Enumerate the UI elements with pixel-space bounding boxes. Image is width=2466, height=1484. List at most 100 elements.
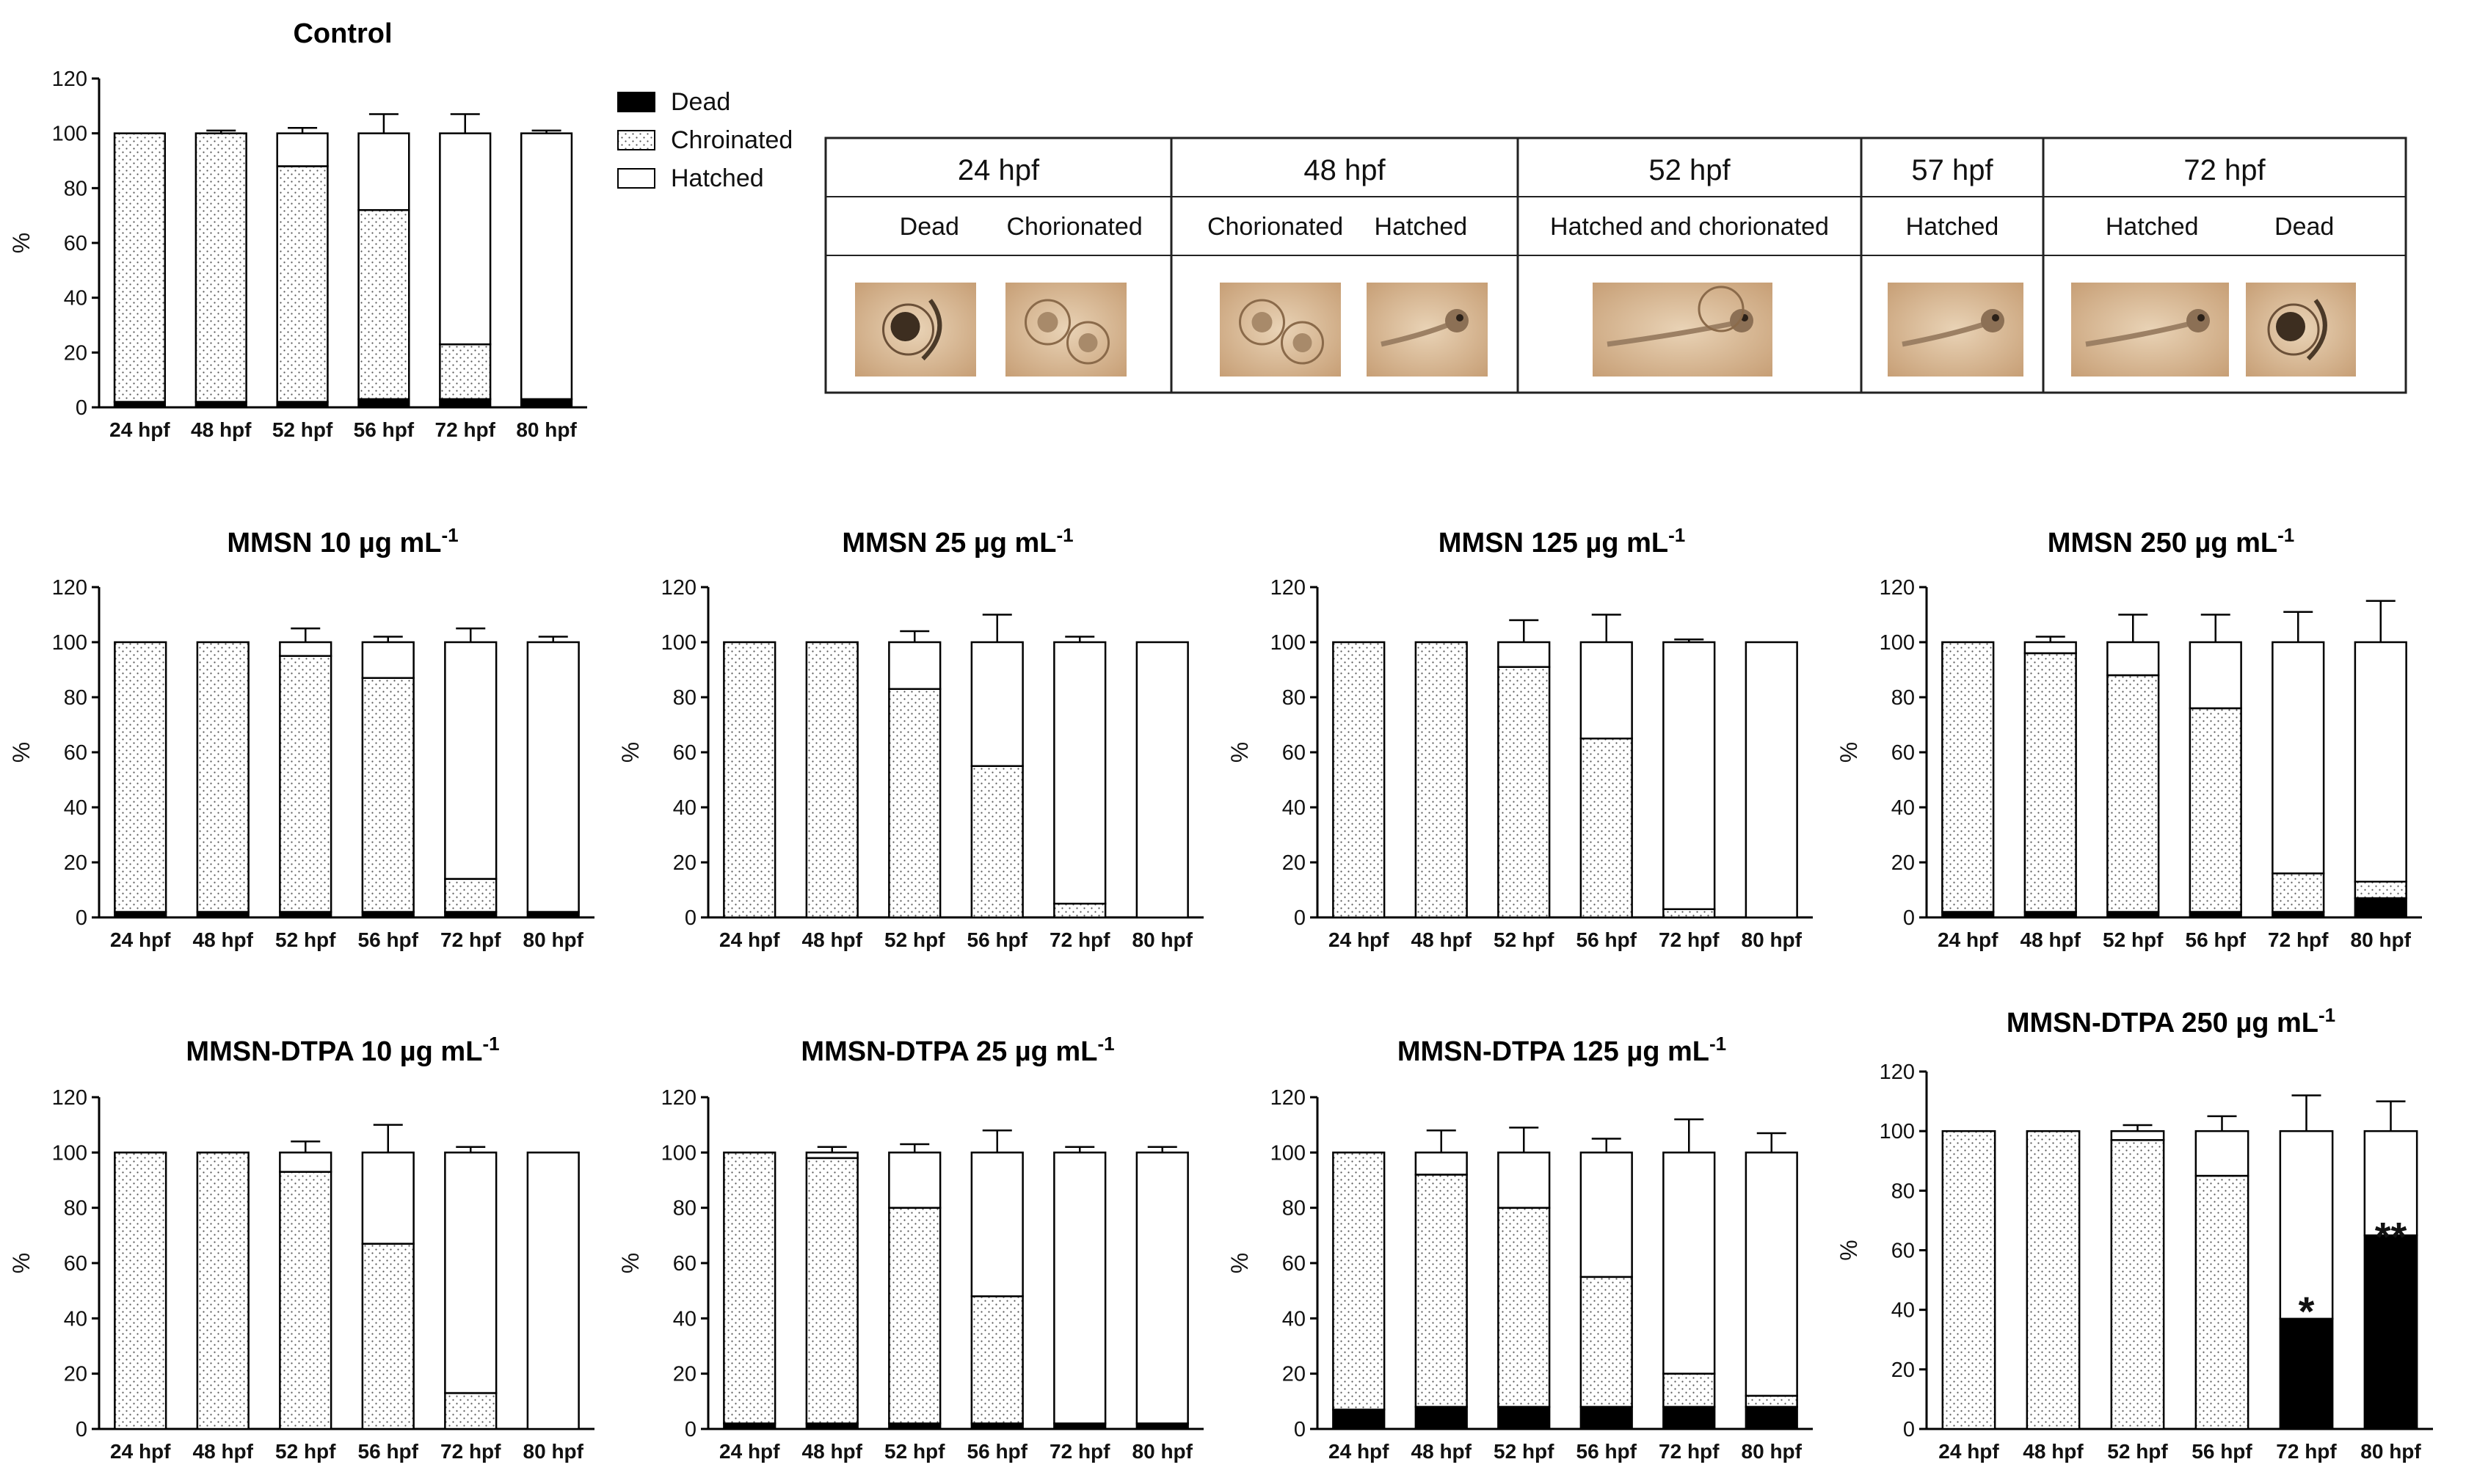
y-axis-label: % xyxy=(617,742,644,763)
significance-marker: * xyxy=(2299,1288,2315,1334)
bar-chor xyxy=(2189,707,2242,913)
bar-hatch xyxy=(805,1152,859,1160)
y-tick-label: 100 xyxy=(52,1141,87,1165)
legend-swatch-chor xyxy=(617,130,655,150)
bar-chor xyxy=(2110,1139,2165,1430)
bar-hatch xyxy=(1662,641,1716,910)
x-tick-label: 56 hpf xyxy=(2186,928,2247,951)
bar-hatch xyxy=(444,641,498,880)
bar-dead xyxy=(1662,1405,1716,1430)
y-tick-label: 20 xyxy=(64,1363,87,1386)
y-tick-label: 20 xyxy=(1891,851,1915,875)
bar-hatch xyxy=(439,132,492,346)
bar-hatch xyxy=(2354,641,2407,883)
x-tick-label: 56 hpf xyxy=(358,928,419,951)
y-tick-label: 0 xyxy=(1903,1418,1915,1441)
x-tick-label: 56 hpf xyxy=(1576,1440,1637,1463)
y-axis-label: % xyxy=(8,742,34,763)
y-axis-label: % xyxy=(1226,742,1253,763)
x-tick-label: 80 hpf xyxy=(523,928,584,951)
chart-8: MMSN-DTPA 125 µg mL-1 0 20 40 60 80 100 120% 24 … xyxy=(1226,1033,1813,1463)
x-tick-label: 56 hpf xyxy=(358,1440,419,1463)
y-axis-label: % xyxy=(1836,1240,1862,1260)
bar-chor xyxy=(114,1152,167,1430)
bar-chor xyxy=(196,641,250,913)
y-axis-label: % xyxy=(1226,1253,1253,1273)
y-tick-label: 60 xyxy=(673,1252,696,1276)
chorion-shape xyxy=(882,303,934,356)
bar-chor xyxy=(970,1295,1024,1425)
x-tick-label: 72 hpf xyxy=(2276,1440,2337,1463)
x-tick-label: 80 hpf xyxy=(1742,928,1803,951)
bar-hatch xyxy=(1497,1152,1551,1209)
x-tick-label: 24 hpf xyxy=(1938,928,1998,951)
bar-chor xyxy=(888,688,942,919)
bar-hatch xyxy=(279,641,332,657)
y-tick-label: 120 xyxy=(1880,576,1915,600)
y-axis-label: % xyxy=(1836,742,1862,763)
x-tick-label: 24 hpf xyxy=(109,418,170,441)
photo-background xyxy=(1005,283,1127,377)
bar-chor xyxy=(444,1392,498,1430)
bar-hatch xyxy=(361,641,415,679)
y-tick-label: 100 xyxy=(1270,1141,1306,1165)
bar-chor xyxy=(2026,1130,2081,1430)
embryo-photo-chorionated-48hpf xyxy=(1220,283,1341,377)
x-tick-label: 52 hpf xyxy=(1494,928,1554,951)
x-tick-label: 24 hpf xyxy=(719,1440,780,1463)
chart-4: MMSN 125 µg mL-1 0 20 40 60 80 100 120% 24 hpf 48… xyxy=(1226,524,1813,951)
yolk-shape xyxy=(1037,312,1058,332)
larva-eye-shape xyxy=(1456,314,1463,321)
x-tick-label: 48 hpf xyxy=(802,928,863,951)
x-tick-label: 52 hpf xyxy=(272,418,333,441)
x-tick-label: 48 hpf xyxy=(193,1440,254,1463)
bar-hatch xyxy=(1053,1152,1107,1425)
x-tick-label: 24 hpf xyxy=(1328,928,1389,951)
chart-title-superscript: -1 xyxy=(1097,1033,1114,1055)
bar-hatch xyxy=(2279,1130,2334,1320)
x-tick-label: 56 hpf xyxy=(354,418,415,441)
y-tick-label: 0 xyxy=(76,396,87,420)
x-tick-label: 72 hpf xyxy=(1659,1440,1720,1463)
bar-hatch xyxy=(1745,641,1798,919)
bar-hatch xyxy=(361,1152,415,1245)
bar-chor xyxy=(1579,738,1633,919)
legend-label-hatch: Hatched xyxy=(671,164,764,192)
x-tick-label: 24 hpf xyxy=(110,928,171,951)
bar-hatch xyxy=(520,132,573,401)
x-tick-label: 56 hpf xyxy=(967,1440,1028,1463)
bar-chor xyxy=(357,208,410,401)
debris-shape xyxy=(2306,299,2327,361)
bar-chor xyxy=(1941,1130,1996,1430)
y-tick-label: 60 xyxy=(1891,1240,1915,1263)
larva-body-shape xyxy=(2085,319,2197,347)
x-tick-label: 48 hpf xyxy=(802,1440,863,1463)
bar-dead xyxy=(1414,1405,1468,1430)
x-tick-label: 80 hpf xyxy=(2351,928,2412,951)
bar-dead xyxy=(439,398,492,409)
bar-hatch xyxy=(279,1152,332,1173)
table-subheader: Dead xyxy=(2274,213,2334,241)
y-tick-label: 0 xyxy=(76,1418,87,1441)
y-tick-label: 20 xyxy=(673,1363,696,1386)
bar-chor xyxy=(723,641,776,919)
bar-chor xyxy=(805,641,859,919)
x-tick-label: 80 hpf xyxy=(516,418,577,441)
bar-chor xyxy=(2106,674,2160,913)
y-tick-label: 20 xyxy=(64,851,87,875)
y-tick-label: 100 xyxy=(1270,631,1306,655)
y-tick-label: 20 xyxy=(1282,851,1306,875)
bar-chor xyxy=(1941,641,1995,913)
x-tick-label: 80 hpf xyxy=(523,1440,584,1463)
table-header: 57 hpf xyxy=(1911,154,1993,186)
x-tick-label: 80 hpf xyxy=(1132,1440,1193,1463)
x-tick-label: 48 hpf xyxy=(2021,928,2081,951)
bar-hatch xyxy=(526,1152,580,1430)
chart-title-superscript: -1 xyxy=(482,1033,499,1055)
bar-hatch xyxy=(970,1152,1024,1298)
y-tick-label: 120 xyxy=(1270,1086,1306,1110)
table-header: 72 hpf xyxy=(2183,154,2266,186)
bar-chor xyxy=(444,878,498,913)
yolk-shape xyxy=(1251,312,1273,332)
x-tick-label: 24 hpf xyxy=(719,928,780,951)
